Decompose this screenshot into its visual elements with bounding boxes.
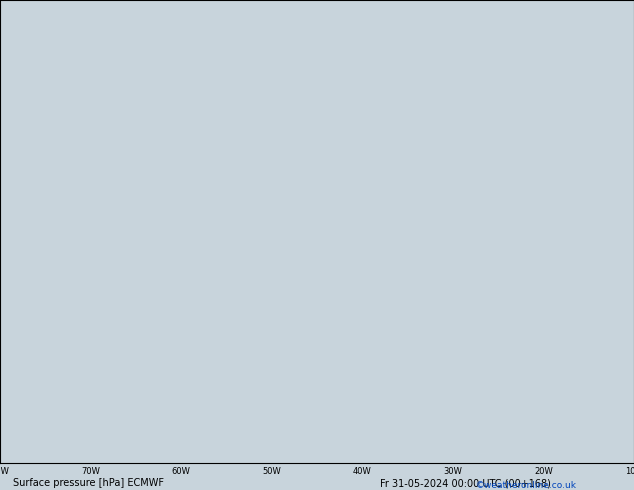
Text: 30W: 30W: [443, 467, 462, 476]
Text: 70W: 70W: [81, 467, 100, 476]
Text: Surface pressure [hPa] ECMWF: Surface pressure [hPa] ECMWF: [13, 478, 164, 488]
Text: 50W: 50W: [262, 467, 281, 476]
Text: ©weatheronline.co.uk: ©weatheronline.co.uk: [476, 481, 576, 490]
Text: 40W: 40W: [353, 467, 372, 476]
Text: Fr 31-05-2024 00:00 UTC (00+168): Fr 31-05-2024 00:00 UTC (00+168): [380, 478, 552, 488]
Text: 10W: 10W: [624, 467, 634, 476]
Text: 80W: 80W: [0, 467, 10, 476]
Text: 20W: 20W: [534, 467, 553, 476]
Text: 60W: 60W: [172, 467, 191, 476]
